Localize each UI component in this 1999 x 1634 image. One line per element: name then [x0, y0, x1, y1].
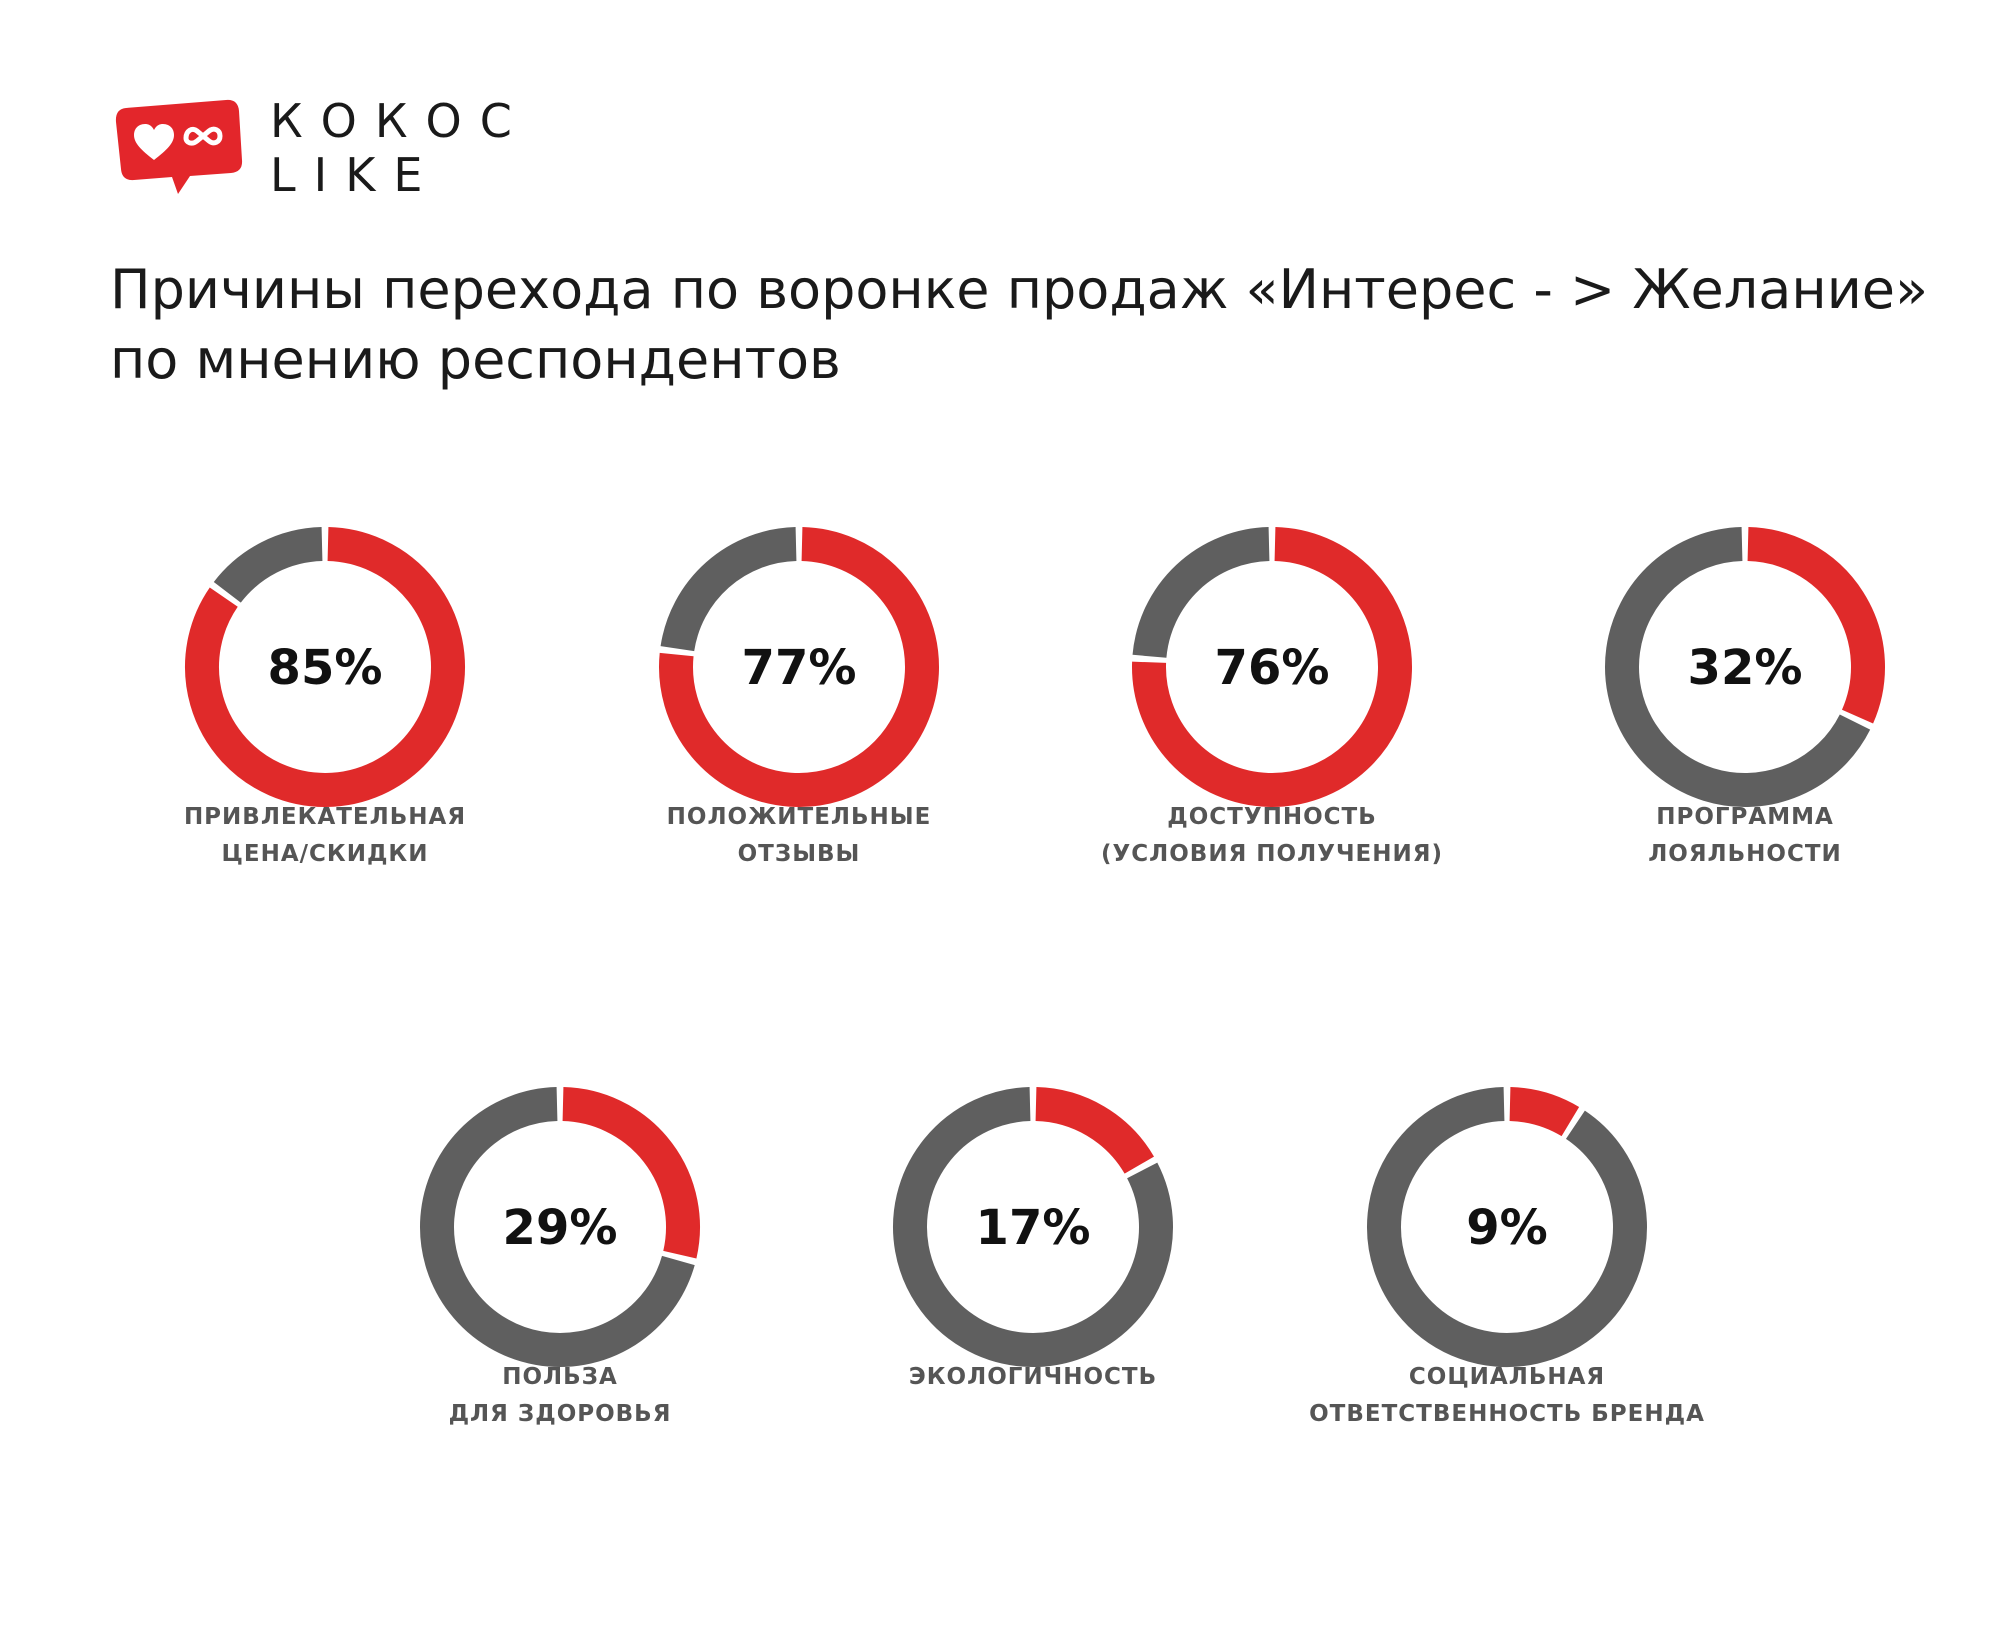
donut-chart: 76% — [1132, 527, 1412, 807]
donut-remainder-arc — [213, 527, 323, 604]
donut-remainder-arc — [893, 1087, 1173, 1367]
donut-remainder-arc — [1605, 527, 1871, 807]
donut-chart: 9% — [1367, 1087, 1647, 1367]
donut-category-label-line: ПОЛЬЗА — [502, 1364, 618, 1390]
donut-value-arc — [185, 527, 465, 807]
title-line1: Причины перехода по воронке продаж «Инте… — [110, 258, 1929, 321]
donut-value-label: 29% — [503, 1200, 618, 1256]
donut-category-label-line: (УСЛОВИЯ ПОЛУЧЕНИЯ) — [1101, 841, 1443, 867]
donut-remainder-arc — [660, 527, 797, 652]
donut-remainder-arc — [420, 1087, 695, 1367]
donut-category-label-line: ДЛЯ ЗДОРОВЬЯ — [448, 1401, 672, 1427]
donut-remainder-arc — [1367, 1087, 1647, 1367]
donut-chart: 17% — [893, 1087, 1173, 1367]
donut-category-label-line: ПРИВЛЕКАТЕЛЬНАЯ — [183, 804, 467, 830]
donut-chart: 85% — [185, 527, 465, 807]
donut-category-label: ЭКОЛОГИЧНОСТЬ — [803, 1359, 1263, 1396]
brand-logo: КОКОС LIKE — [108, 90, 512, 202]
donut-value-arc — [659, 527, 939, 807]
donut-value-arc — [1132, 527, 1412, 807]
donut-category-label-line: ЛОЯЛЬНОСТИ — [1648, 841, 1842, 867]
donut-category-label: ПРИВЛЕКАТЕЛЬНАЯ ЦЕНА/СКИДКИ — [95, 799, 555, 873]
logo-text-line2: LIKE — [270, 148, 441, 202]
donut-chart: 77% — [659, 527, 939, 807]
donut-category-label: ПОЛЬЗА ДЛЯ ЗДОРОВЬЯ — [330, 1359, 790, 1433]
donut-category-label-line: СОЦИАЛЬНАЯ — [1408, 1364, 1606, 1390]
donut-category-label-line: ПОЛОЖИТЕЛЬНЫЕ — [666, 804, 932, 830]
donut-chart: 32% — [1605, 527, 1885, 807]
donut-value-label: 32% — [1688, 640, 1803, 696]
donut-value-label: 76% — [1215, 640, 1330, 696]
donut-category-label-line: ДОСТУПНОСТЬ — [1167, 804, 1377, 830]
donut-value-arc — [1509, 1087, 1580, 1137]
donut-remainder-arc — [1132, 527, 1270, 659]
donut-value-arc — [1035, 1087, 1154, 1175]
donut-category-label-line: ОТЗЫВЫ — [737, 841, 861, 867]
donut-value-label: 77% — [742, 640, 857, 696]
logo-badge-icon — [115, 99, 243, 194]
donut-category-label: ПОЛОЖИТЕЛЬНЫЕ ОТЗЫВЫ — [569, 799, 1029, 873]
logo-text-line1: КОКОС — [270, 94, 530, 148]
donut-category-label-line: ЦЕНА/СКИДКИ — [221, 841, 429, 867]
donut-category-label-line: ЭКОЛОГИЧНОСТЬ — [908, 1364, 1158, 1390]
donut-category-label-line: ОТВЕТСТВЕННОСТЬ БРЕНДА — [1309, 1401, 1705, 1427]
donut-value-arc — [562, 1087, 700, 1259]
donut-value-label: 9% — [1466, 1200, 1548, 1256]
donut-value-label: 17% — [976, 1200, 1091, 1256]
donut-value-arc — [1747, 527, 1885, 724]
donut-chart: 29% — [420, 1087, 700, 1367]
donut-category-label: ПРОГРАММА ЛОЯЛЬНОСТИ — [1515, 799, 1975, 873]
donut-value-label: 85% — [268, 640, 383, 696]
donut-category-label-line: ПРОГРАММА — [1656, 804, 1834, 830]
title-line2: по мнению респондентов — [110, 328, 841, 391]
donut-category-label: ДОСТУПНОСТЬ (УСЛОВИЯ ПОЛУЧЕНИЯ) — [1042, 799, 1502, 873]
donut-category-label: СОЦИАЛЬНАЯ ОТВЕТСТВЕННОСТЬ БРЕНДА — [1277, 1359, 1737, 1433]
page-title: Причины перехода по воронке продаж «Инте… — [110, 255, 1930, 395]
